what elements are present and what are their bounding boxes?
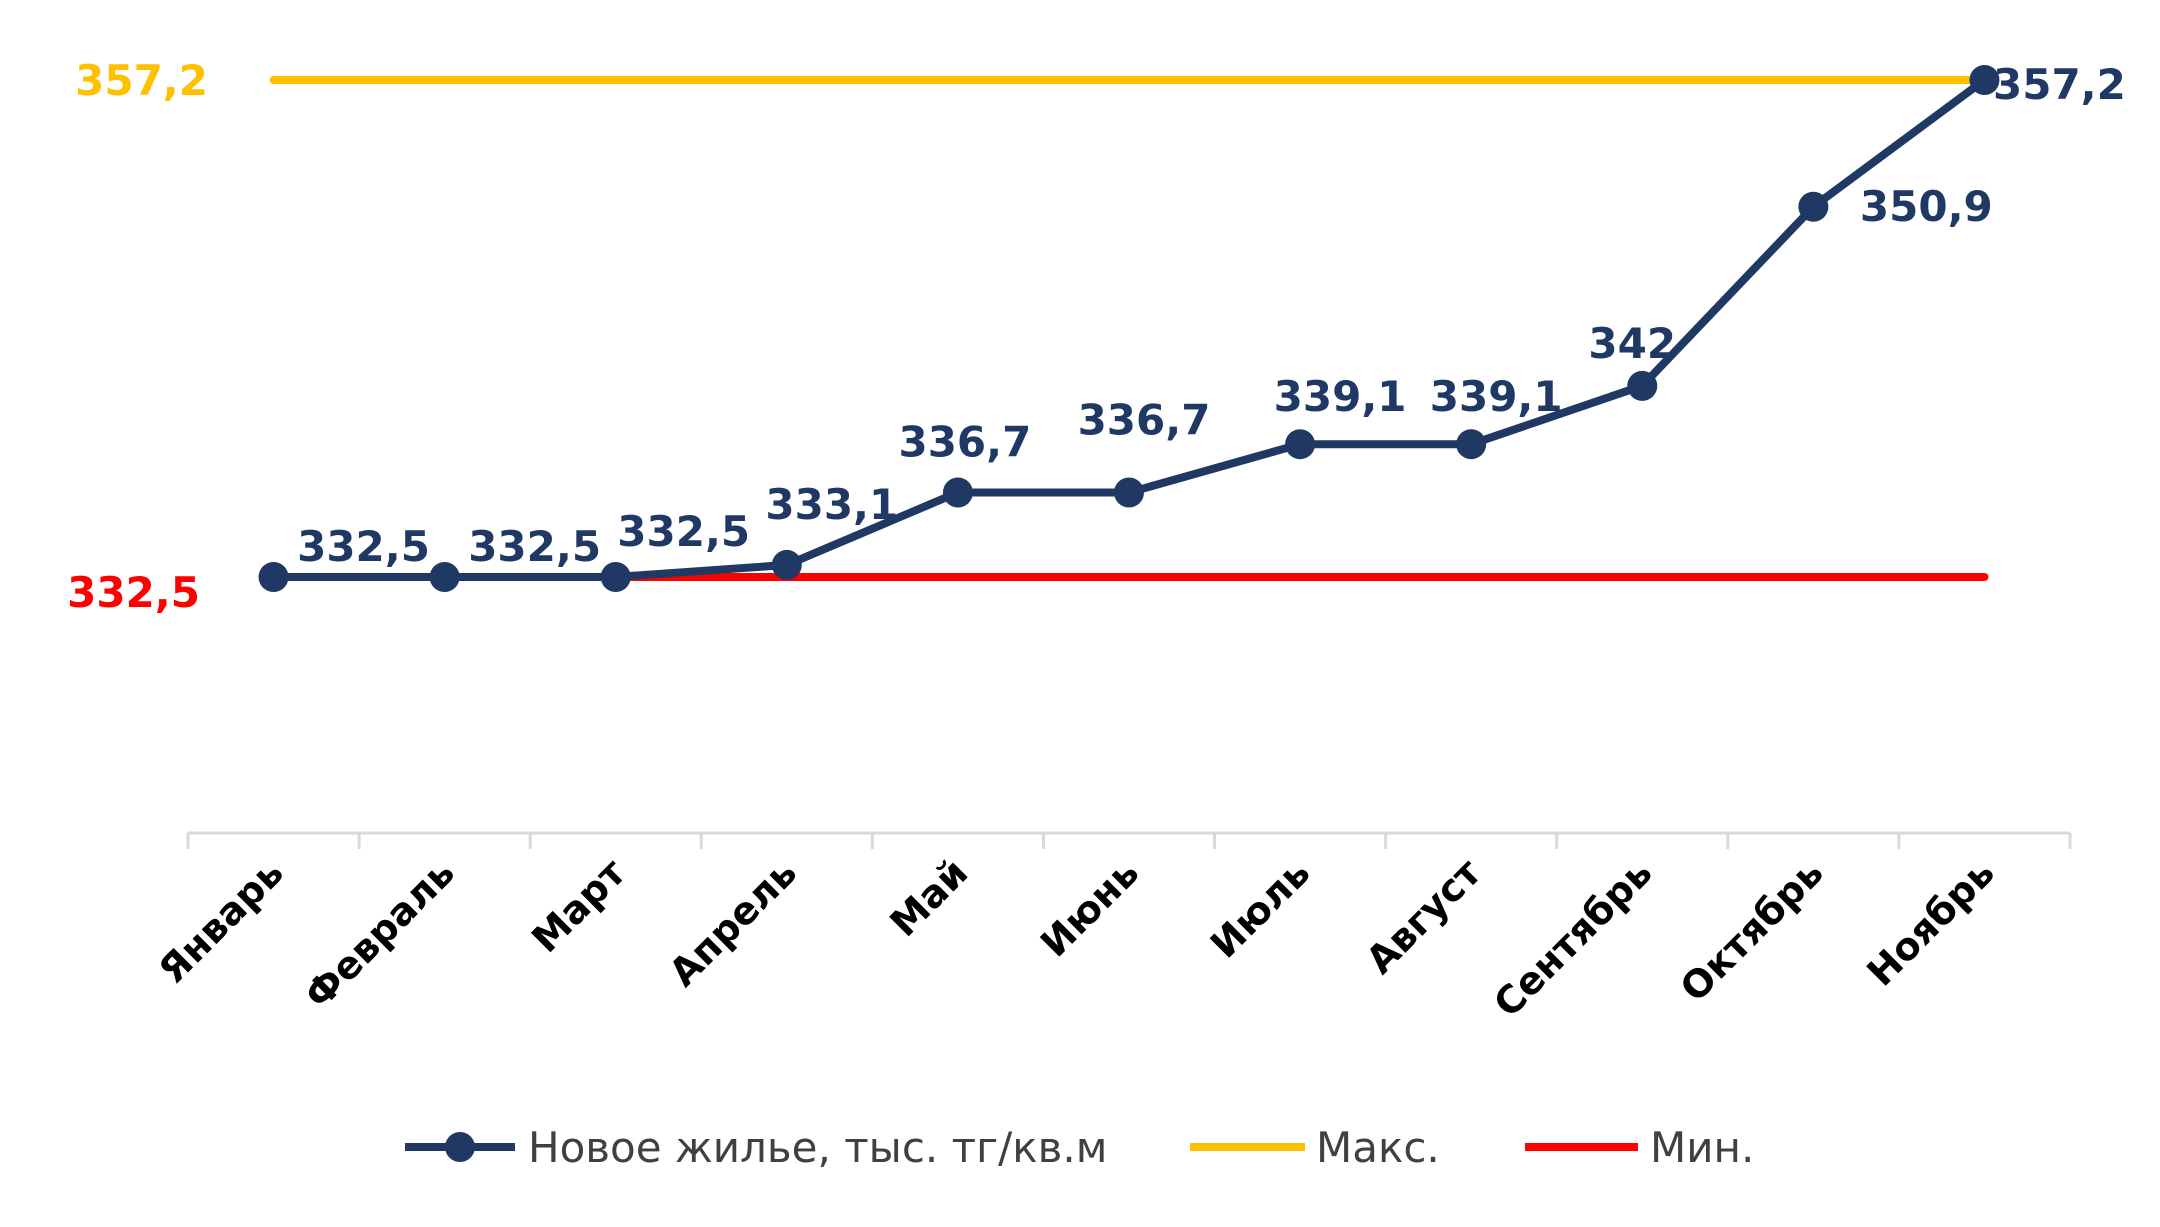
data-label: 350,9: [1860, 182, 1993, 231]
data-point: [600, 562, 631, 592]
data-point: [1798, 191, 1829, 222]
x-tick-label: Июль: [1202, 850, 1318, 966]
data-label: 357,2: [1993, 60, 2126, 109]
data-point: [1285, 429, 1316, 460]
data-label: 342: [1588, 319, 1676, 368]
x-tick-label: Май: [881, 850, 976, 945]
data-label: 336,7: [1078, 395, 1211, 444]
data-point: [1627, 370, 1658, 401]
data-label: 336,7: [898, 417, 1031, 466]
legend-label-min: Мин.: [1650, 1123, 1754, 1172]
data-point: [429, 562, 460, 592]
data-point: [1969, 65, 2000, 95]
legend: Новое жилье, тыс. тг/кв.м Макс. Мин.: [405, 1123, 1754, 1172]
x-tick-label: Январь: [150, 850, 292, 992]
data-label: 339,1: [1430, 372, 1563, 421]
x-tick-label: Сентябрь: [1485, 850, 1660, 1025]
legend-marker-main: [445, 1132, 475, 1162]
x-tick-label: Март: [523, 850, 634, 961]
data-point: [771, 549, 802, 580]
max-value-label: 357,2: [75, 56, 208, 105]
data-label: 332,5: [468, 522, 601, 571]
data-label: 332,5: [617, 507, 750, 556]
data-point: [1456, 429, 1487, 460]
reference-lines: 357,2 332,5: [67, 56, 1989, 617]
x-tick-label: Август: [1358, 850, 1490, 982]
x-tick-labels: Январь Февраль Март Апрель Май Июнь Июль Август…: [150, 850, 2003, 1025]
data-label: 339,1: [1274, 372, 1407, 421]
data-label: 333,1: [765, 480, 898, 529]
legend-label-main: Новое жилье, тыс. тг/кв.м: [528, 1123, 1107, 1172]
x-tick-label: Ноябрь: [1859, 850, 2003, 994]
x-tick-label: Апрель: [661, 850, 806, 995]
min-value-label: 332,5: [67, 568, 200, 617]
x-tick-label: Февраль: [296, 850, 463, 1017]
data-point: [258, 562, 289, 592]
data-point: [1114, 477, 1144, 508]
data-label: 332,5: [297, 522, 430, 571]
x-tick-label: Июнь: [1032, 850, 1147, 965]
legend-label-max: Макс.: [1316, 1123, 1440, 1172]
x-axis: [186, 831, 2072, 849]
data-point: [942, 477, 973, 508]
x-tick-label: Октябрь: [1672, 850, 1832, 1010]
